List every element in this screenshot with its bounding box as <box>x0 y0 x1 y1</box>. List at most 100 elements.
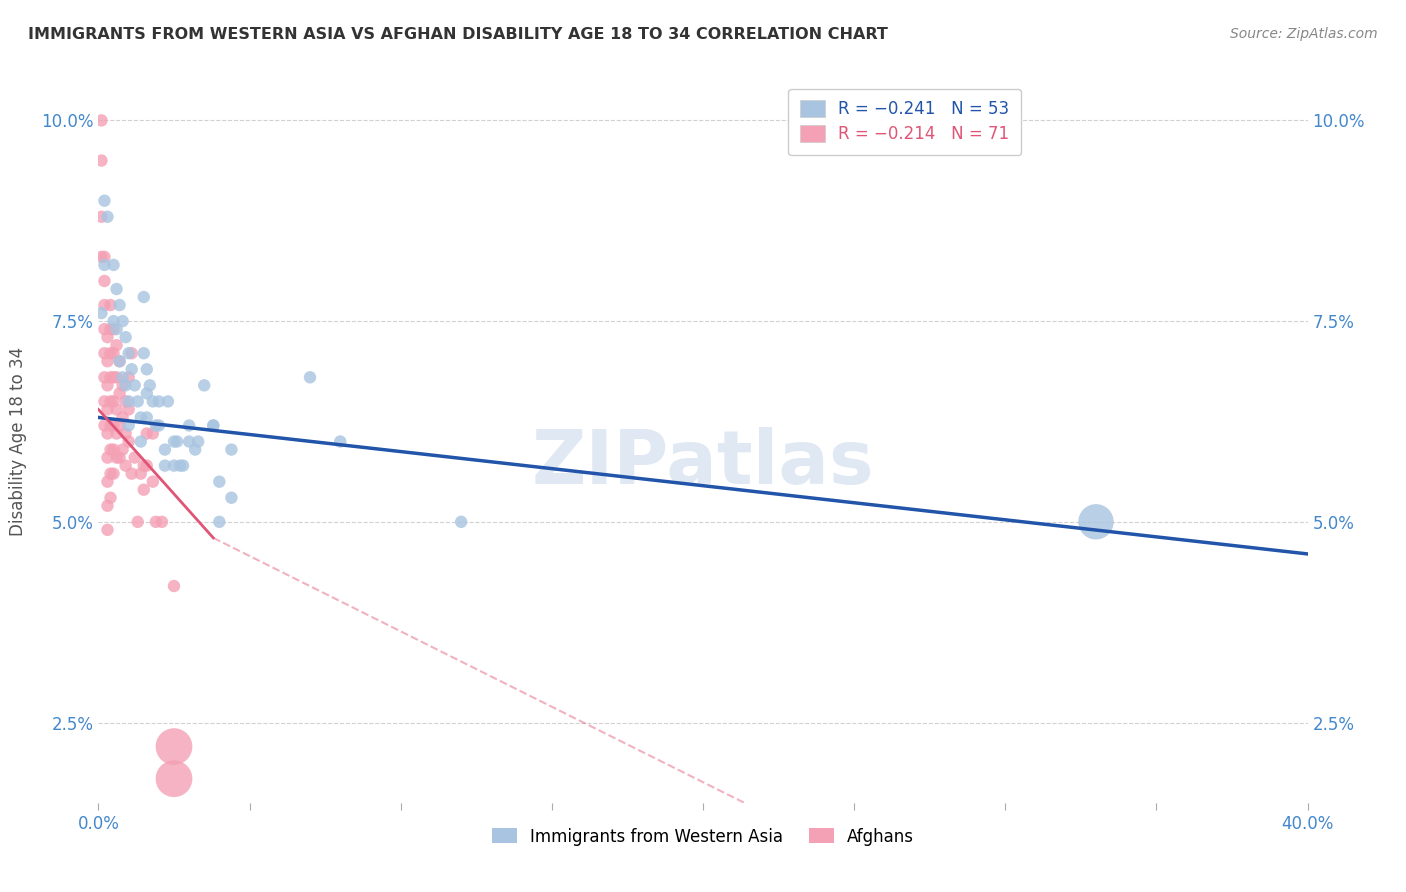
Point <box>105 402 128 417</box>
Point <box>129 467 152 481</box>
Point <box>103 442 125 457</box>
Point <box>103 322 125 336</box>
Point <box>132 290 155 304</box>
Point <box>127 394 149 409</box>
Point <box>148 394 170 409</box>
Point <box>90 113 112 128</box>
Point <box>90 210 112 224</box>
Point <box>105 282 128 296</box>
Point <box>124 450 146 465</box>
Point <box>132 346 155 360</box>
Point <box>96 210 118 224</box>
Point <box>103 346 125 360</box>
Point <box>93 250 115 264</box>
Point <box>105 322 128 336</box>
Point <box>153 442 176 457</box>
Point <box>96 475 118 489</box>
Point <box>105 370 128 384</box>
Point <box>96 330 118 344</box>
Legend: Immigrants from Western Asia, Afghans: Immigrants from Western Asia, Afghans <box>485 821 921 852</box>
Point <box>103 258 125 272</box>
Point <box>96 378 118 392</box>
Point <box>90 250 112 264</box>
Point <box>114 394 136 409</box>
Point <box>93 370 115 384</box>
Point <box>299 370 322 384</box>
Point <box>172 458 194 473</box>
Point <box>105 450 128 465</box>
Point <box>142 394 165 409</box>
Point <box>105 338 128 352</box>
Point <box>142 475 165 489</box>
Point <box>121 467 143 481</box>
Point <box>163 579 186 593</box>
Point <box>105 426 128 441</box>
Point <box>108 354 131 368</box>
Point <box>202 418 225 433</box>
Point <box>139 378 162 392</box>
Point <box>93 394 115 409</box>
Point <box>118 346 141 360</box>
Point <box>187 434 209 449</box>
Point <box>108 298 131 312</box>
Point <box>100 418 122 433</box>
Point <box>103 394 125 409</box>
Point <box>202 418 225 433</box>
Point <box>169 458 191 473</box>
Point <box>103 314 125 328</box>
Point <box>124 378 146 392</box>
Point <box>1085 515 1108 529</box>
Point <box>90 153 112 168</box>
Point <box>179 418 201 433</box>
Point <box>221 491 243 505</box>
Point <box>163 458 186 473</box>
Point <box>114 426 136 441</box>
Point <box>100 370 122 384</box>
Text: Source: ZipAtlas.com: Source: ZipAtlas.com <box>1230 27 1378 41</box>
Point <box>135 458 157 473</box>
Point <box>118 402 141 417</box>
Point <box>96 499 118 513</box>
Point <box>163 739 186 754</box>
Point <box>129 434 152 449</box>
Point <box>108 418 131 433</box>
Point <box>166 434 188 449</box>
Point <box>96 523 118 537</box>
Point <box>111 370 134 384</box>
Point <box>121 346 143 360</box>
Point <box>132 458 155 473</box>
Point <box>93 258 115 272</box>
Point <box>111 410 134 425</box>
Point <box>163 772 186 786</box>
Point <box>103 467 125 481</box>
Point <box>111 314 134 328</box>
Point <box>145 515 167 529</box>
Point <box>93 194 115 208</box>
Point <box>93 322 115 336</box>
Point <box>329 434 352 449</box>
Point <box>96 450 118 465</box>
Point <box>103 370 125 384</box>
Point <box>118 434 141 449</box>
Point <box>100 491 122 505</box>
Point <box>114 458 136 473</box>
Point <box>96 402 118 417</box>
Point <box>145 418 167 433</box>
Point <box>90 306 112 320</box>
Point <box>108 450 131 465</box>
Point <box>96 354 118 368</box>
Point <box>100 346 122 360</box>
Point <box>127 515 149 529</box>
Point <box>163 434 186 449</box>
Point <box>135 410 157 425</box>
Text: ZIPatlas: ZIPatlas <box>531 426 875 500</box>
Point <box>135 362 157 376</box>
Text: IMMIGRANTS FROM WESTERN ASIA VS AFGHAN DISABILITY AGE 18 TO 34 CORRELATION CHART: IMMIGRANTS FROM WESTERN ASIA VS AFGHAN D… <box>28 27 889 42</box>
Point <box>118 394 141 409</box>
Point <box>93 274 115 288</box>
Point <box>100 298 122 312</box>
Point <box>132 483 155 497</box>
Point <box>142 426 165 441</box>
Point <box>100 322 122 336</box>
Point <box>221 442 243 457</box>
